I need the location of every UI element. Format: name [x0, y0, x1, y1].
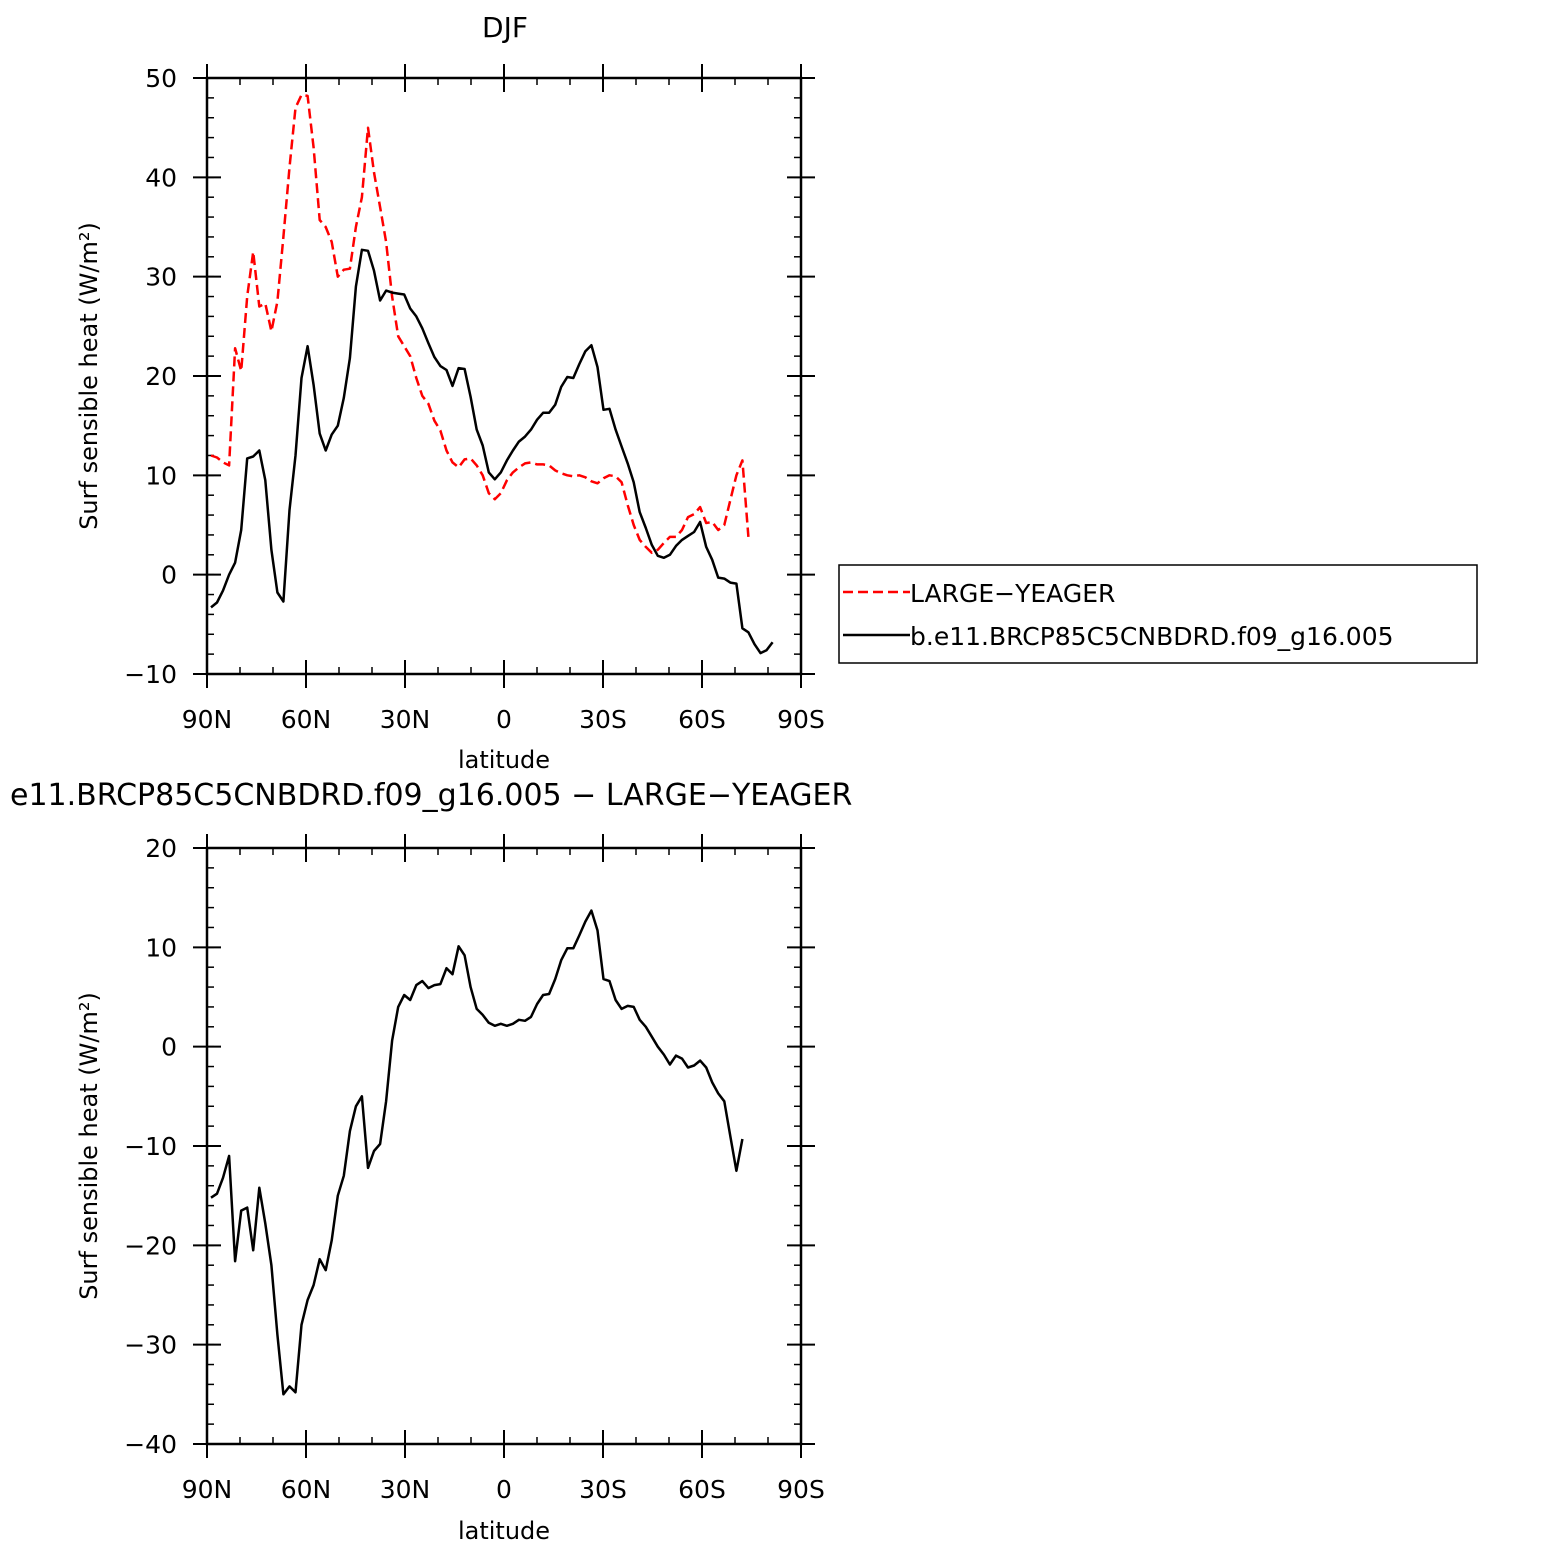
panel2-x-tick-label: 90S: [777, 1475, 825, 1504]
panel1-series-line-1: [210, 248, 774, 655]
panel2-y-tick-label: −40: [124, 1430, 177, 1459]
panel1-y-tick-label: 50: [145, 64, 177, 93]
panel2-y-tick-label: −10: [124, 1132, 177, 1161]
panel1-x-tick-label: 30N: [380, 705, 431, 734]
panel1-y-tick-label: −10: [124, 660, 177, 689]
panel2-series-line-0: [210, 909, 744, 1396]
panel2-x-tick-label: 30N: [380, 1475, 431, 1504]
panel1-y-tick-label: 10: [145, 461, 177, 490]
panel1-x-tick-label: 30S: [579, 705, 627, 734]
panel2-x-tick-label: 30S: [579, 1475, 627, 1504]
panel2-y-tick-label: −20: [124, 1231, 177, 1260]
panel1-plot-frame: [205, 76, 803, 676]
panel2-y-tick-label: −30: [124, 1331, 177, 1360]
panel1-x-tick-label: 60S: [678, 705, 726, 734]
panel1-y-tick-label: 40: [145, 163, 177, 192]
panel1-y-tick-label: 0: [161, 561, 177, 590]
panel1-y-tick-label: 20: [145, 362, 177, 391]
panel1-x-tick-label: 60N: [281, 705, 332, 734]
panel2-xlabel: latitude: [458, 1517, 550, 1545]
panel2-x-tick-label: 0: [496, 1475, 512, 1504]
panel2-ylabel: Surf sensible heat (W/m²): [75, 992, 103, 1300]
panel1-series-line-0: [210, 93, 750, 555]
panel2-x-tick-label: 60N: [281, 1475, 332, 1504]
legend-box: [838, 564, 1478, 664]
legend-label-model: b.e11.BRCP85C5CNBDRD.f09_g16.005: [910, 622, 1394, 651]
panel1-x-tick-label: 90S: [777, 705, 825, 734]
legend: LARGE−YEAGER b.e11.BRCP85C5CNBDRD.f09_g1…: [838, 564, 1478, 664]
panel1-ylabel: Surf sensible heat (W/m²): [75, 222, 103, 530]
panel2-x-tick-label: 90N: [182, 1475, 233, 1504]
panel2-plot-frame: [205, 846, 803, 1446]
panel1-xlabel: latitude: [458, 746, 550, 774]
panel2-y-tick-label: 0: [161, 1033, 177, 1062]
panel2-x-tick-label: 60S: [678, 1475, 726, 1504]
panel1-x-tick-label: 0: [496, 705, 512, 734]
panel1-title: DJF: [482, 11, 528, 44]
panel1-y-tick-label: 30: [145, 263, 177, 292]
panel2-y-tick-label: 20: [145, 834, 177, 863]
legend-label-large-yeager: LARGE−YEAGER: [910, 579, 1115, 608]
panel1-x-tick-label: 90N: [182, 705, 233, 734]
panel2-title: e11.BRCP85C5CNBDRD.f09_g16.005 − LARGE−Y…: [10, 778, 852, 813]
panel2-y-tick-label: 10: [145, 933, 177, 962]
